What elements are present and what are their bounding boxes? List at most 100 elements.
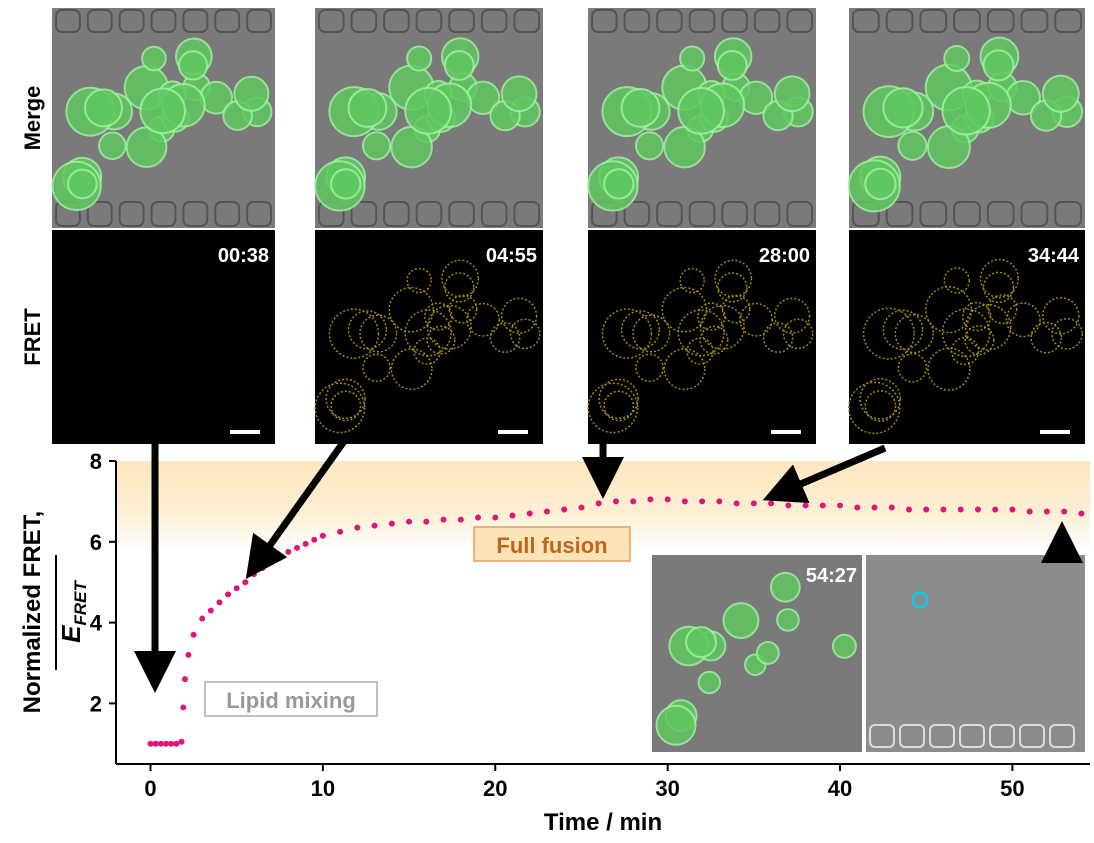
vesicle: [636, 132, 663, 159]
data-point: [216, 599, 222, 605]
vesicle: [234, 77, 268, 111]
data-point: [208, 607, 214, 613]
data-point: [492, 515, 498, 521]
data-point: [234, 585, 240, 591]
data-point: [578, 504, 584, 510]
vesicle: [68, 170, 97, 199]
data-point: [337, 529, 343, 535]
vesicle: [405, 88, 451, 134]
vesicle: [657, 706, 696, 745]
annotation: Full fusion: [496, 533, 607, 558]
data-point: [199, 616, 205, 622]
vesicle: [363, 132, 390, 159]
data-point: [1061, 509, 1067, 515]
data-point: [268, 559, 274, 565]
data-point: [837, 502, 843, 508]
data-point: [665, 496, 671, 502]
data-point: [647, 496, 653, 502]
vesicle: [984, 50, 1014, 80]
data-point: [294, 545, 300, 551]
data-point: [1044, 509, 1050, 515]
vesicle: [622, 89, 660, 127]
vesicle: [142, 47, 166, 71]
data-point: [260, 565, 266, 571]
data-point: [1009, 506, 1015, 512]
vesicle: [502, 76, 537, 111]
data-point: [179, 739, 185, 745]
data-point: [613, 498, 619, 504]
x-tick-label: 0: [144, 776, 156, 801]
x-tick-label: 50: [1000, 776, 1024, 801]
data-point: [716, 498, 722, 504]
data-point: [509, 513, 515, 519]
data-point: [906, 506, 912, 512]
vesicle: [724, 603, 759, 638]
data-point: [158, 741, 164, 747]
vesicle: [349, 89, 387, 127]
data-point: [225, 591, 231, 597]
data-point: [320, 533, 326, 539]
x-tick-label: 10: [311, 776, 335, 801]
vesicle: [883, 88, 922, 127]
vesicle: [771, 573, 800, 602]
timestamp: 54:27: [806, 565, 857, 587]
data-point: [561, 506, 567, 512]
data-point: [872, 504, 878, 510]
data-point: [854, 504, 860, 510]
data-point: [191, 632, 197, 638]
vesicle: [680, 46, 704, 70]
data-point: [185, 652, 191, 658]
data-point: [768, 500, 774, 506]
figure: 00:3804:5528:0034:4454:27MergeFRET 24680…: [0, 0, 1094, 838]
vesicle: [678, 88, 724, 134]
data-point: [940, 506, 946, 512]
data-point: [751, 500, 757, 506]
y-tick-label: 4: [90, 611, 103, 636]
data-point: [251, 571, 257, 577]
data-point: [1027, 509, 1033, 515]
vesicle: [865, 169, 895, 199]
data-point: [153, 741, 159, 747]
data-point: [958, 506, 964, 512]
data-point: [699, 498, 705, 504]
symbol-subscript: FRET: [71, 580, 90, 626]
vesicle: [833, 635, 856, 658]
data-point: [277, 555, 283, 561]
y-tick-label: 2: [90, 691, 102, 716]
data-point: [389, 521, 395, 527]
vesicle: [407, 46, 431, 70]
timestamp: 00:38: [218, 245, 269, 267]
data-point: [630, 498, 636, 504]
vesicle: [604, 169, 633, 198]
data-point: [163, 741, 169, 747]
data-point: [544, 509, 550, 515]
data-point: [992, 506, 998, 512]
data-point: [596, 500, 602, 506]
vesicle: [718, 51, 747, 80]
y-axis-title: Normalized FRET,: [19, 511, 46, 714]
data-point: [1078, 511, 1084, 517]
vesicle: [99, 133, 126, 160]
data-point: [242, 579, 248, 585]
x-axis-title: Time / min: [544, 809, 662, 836]
vesicle: [331, 169, 360, 198]
x-tick-label: 20: [483, 776, 507, 801]
vesicle: [445, 51, 474, 80]
vesicle: [686, 627, 716, 657]
x-tick-label: 30: [655, 776, 679, 801]
vesicle: [1043, 76, 1079, 112]
inset-brightfield: [866, 555, 1085, 752]
data-point: [820, 502, 826, 508]
data-point: [682, 498, 688, 504]
y-tick-label: 8: [90, 449, 102, 474]
data-point: [311, 537, 317, 543]
data-point: [354, 525, 360, 531]
data-point: [803, 502, 809, 508]
timestamp: 04:55: [486, 245, 537, 267]
panel-label: FRET: [20, 308, 45, 366]
data-point: [173, 741, 179, 747]
vesicle: [898, 132, 926, 160]
vesicle: [942, 87, 989, 134]
vesicle: [775, 76, 810, 111]
data-point: [458, 517, 464, 523]
